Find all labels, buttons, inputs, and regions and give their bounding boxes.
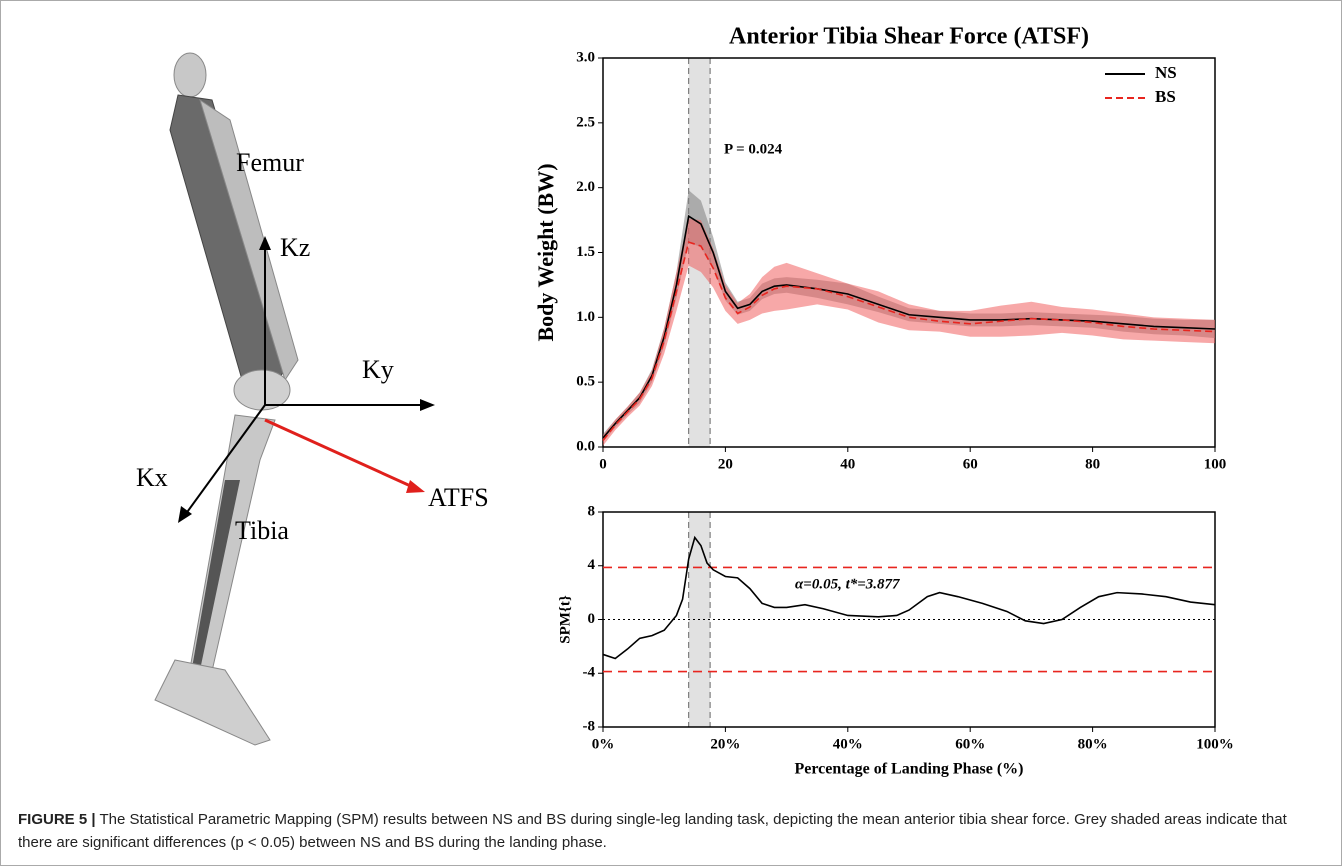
y-tick-label: 0.0 (576, 438, 595, 454)
y-tick-label: 1.0 (576, 309, 595, 325)
y-axis-label: SPM{t} (557, 595, 573, 644)
x-tick-label: 60 (963, 456, 978, 472)
legend-label: NS (1155, 63, 1177, 82)
y-tick-label: 2.5 (576, 114, 595, 130)
y-axis-label: Body Weight (BW) (533, 163, 558, 341)
x-tick-label: 80 (1085, 456, 1100, 472)
x-tick-label: 60% (955, 736, 985, 752)
caption-label: FIGURE 5 | (18, 811, 96, 828)
diagram-label: Kz (280, 233, 310, 262)
x-tick-label: 20 (718, 456, 733, 472)
caption-text: The Statistical Parametric Mapping (SPM)… (18, 811, 1287, 851)
x-tick-label: 80% (1078, 736, 1108, 752)
y-tick-label: 4 (588, 557, 596, 573)
series-line (602, 241, 1216, 442)
y-tick-label: 8 (588, 503, 596, 519)
legend-label: BS (1155, 87, 1176, 106)
annotation: P = 0.024 (724, 141, 783, 157)
diagram-label: Kx (136, 463, 168, 492)
diagram-label: ATFS (428, 483, 489, 512)
leg-diagram (154, 52, 435, 746)
x-tick-label: 40 (840, 456, 855, 472)
diagram-label: Tibia (235, 516, 289, 545)
y-tick-label: 1.5 (576, 244, 595, 260)
y-tick-label: 2.0 (576, 179, 595, 195)
x-tick-label: 100% (1196, 736, 1234, 752)
diagram-label: Ky (362, 355, 394, 384)
chart-title: Anterior Tibia Shear Force (ATSF) (729, 24, 1089, 50)
x-axis-label: Percentage of Landing Phase (%) (794, 761, 1023, 778)
y-tick-label: 0 (588, 611, 596, 627)
series-line (602, 535, 1216, 660)
annotation: α=0.05, t*=3.877 (795, 576, 900, 592)
y-tick-label: 0.5 (576, 374, 595, 390)
x-tick-label: 0% (592, 736, 615, 752)
y-tick-label: -4 (583, 665, 596, 681)
caption: FIGURE 5 | The Statistical Parametric Ma… (18, 808, 1318, 854)
x-tick-label: 40% (833, 736, 863, 752)
diagram-label: Femur (236, 148, 304, 177)
x-tick-label: 100 (1204, 456, 1227, 472)
y-tick-label: 3.0 (576, 49, 595, 65)
x-tick-label: 20% (710, 736, 740, 752)
y-tick-label: -8 (583, 718, 596, 734)
x-tick-label: 0 (599, 456, 607, 472)
sd-band (603, 218, 1215, 446)
